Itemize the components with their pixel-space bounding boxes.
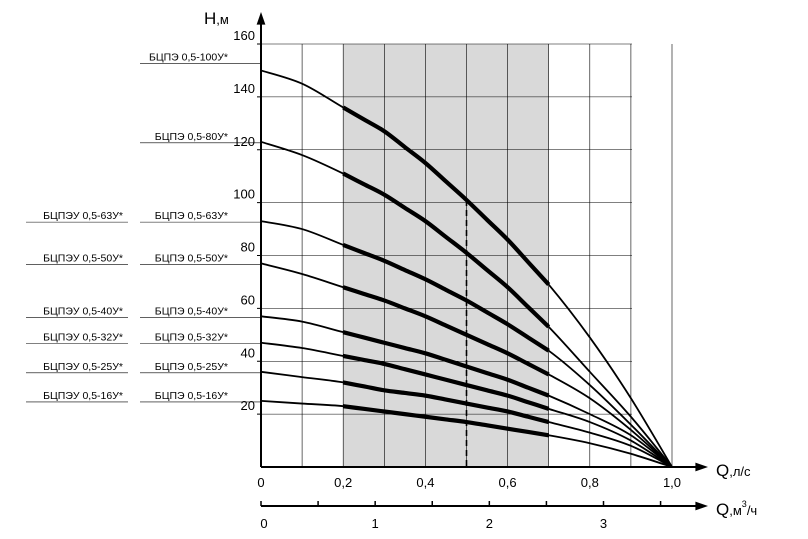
series-label-2: БЦПЭ 0,5-63У* [155, 210, 228, 222]
x2-axis-title: Q,м3/ч [716, 499, 757, 519]
grid [261, 43, 673, 467]
series-label-6: БЦПЭ 0,5-25У* [155, 361, 228, 373]
x-tick-label-3: 0,6 [499, 475, 517, 490]
series-label-0: БЦПЭ 0,5-100У* [149, 51, 228, 63]
x2-tick-label-3: 3 [600, 516, 607, 531]
series-label2-7: БЦПЭУ 0,5-16У* [43, 390, 123, 402]
curve-working-7 [342, 404, 550, 438]
x-tick-label-1: 0,2 [334, 475, 352, 490]
y-tick-label-1: 40 [241, 345, 255, 360]
curve-working-0 [342, 105, 551, 286]
x-tick-label-4: 0,8 [581, 475, 599, 490]
head-curves [260, 69, 673, 468]
curve-working-1 [342, 171, 551, 329]
series-label-4: БЦПЭ 0,5-40У* [155, 305, 228, 317]
series-label2-3: БЦПЭУ 0,5-50У* [43, 252, 123, 264]
curve-working-6 [342, 380, 550, 425]
series-label-1: БЦПЭ 0,5-80У* [155, 131, 228, 143]
series-labels: БЦПЭ 0,5-100У* БЦПЭ 0,5-80У* БЦПЭ 0,5-63У*… [26, 51, 261, 403]
series-label-3: БЦПЭ 0,5-50У* [155, 252, 228, 264]
x-tick-label-0: 0 [257, 475, 264, 490]
y-axis-arrow [256, 12, 266, 25]
x2-tick-label-0: 0 [260, 516, 267, 531]
y-tick-label-2: 60 [241, 292, 255, 307]
x-tick-label-5: 1,0 [663, 475, 681, 490]
x-tick-label-2: 0,4 [416, 475, 434, 490]
series-label2-4: БЦПЭУ 0,5-40У* [43, 305, 123, 317]
y-tick-label-3: 80 [241, 240, 255, 255]
y-tick-label-0: 20 [241, 398, 255, 413]
curve-working-3 [342, 285, 550, 377]
x2-axis-arrow [695, 501, 708, 511]
y-tick-label-5: 120 [233, 134, 255, 149]
x-axis-arrow [695, 462, 708, 472]
y-tick-label-7: 160 [233, 28, 255, 43]
y-axis-title: H,м [204, 9, 229, 28]
x2-tick-label-1: 1 [372, 516, 379, 531]
y-tick-label-4: 100 [233, 187, 255, 202]
x2-tick-label-2: 2 [486, 516, 493, 531]
y-tick-label-6: 140 [233, 81, 255, 96]
curve-working-4 [342, 330, 550, 398]
curve-working-5 [342, 353, 550, 411]
curve-working-2 [342, 242, 550, 353]
series-label2-2: БЦПЭУ 0,5-63У* [43, 210, 123, 222]
x-axis-title: Q,л/с [716, 461, 751, 480]
axes: 20 40 60 80 100 120 140 160 0 0,2 0,4 0,6 0,8 1,0 0 1 2 3 [233, 12, 708, 531]
series-label2-6: БЦПЭУ 0,5-25У* [43, 361, 123, 373]
series-label2-5: БЦПЭУ 0,5-32У* [43, 332, 123, 344]
series-label-7: БЦПЭ 0,5-16У* [155, 390, 228, 402]
series-label-5: БЦПЭ 0,5-32У* [155, 332, 228, 344]
